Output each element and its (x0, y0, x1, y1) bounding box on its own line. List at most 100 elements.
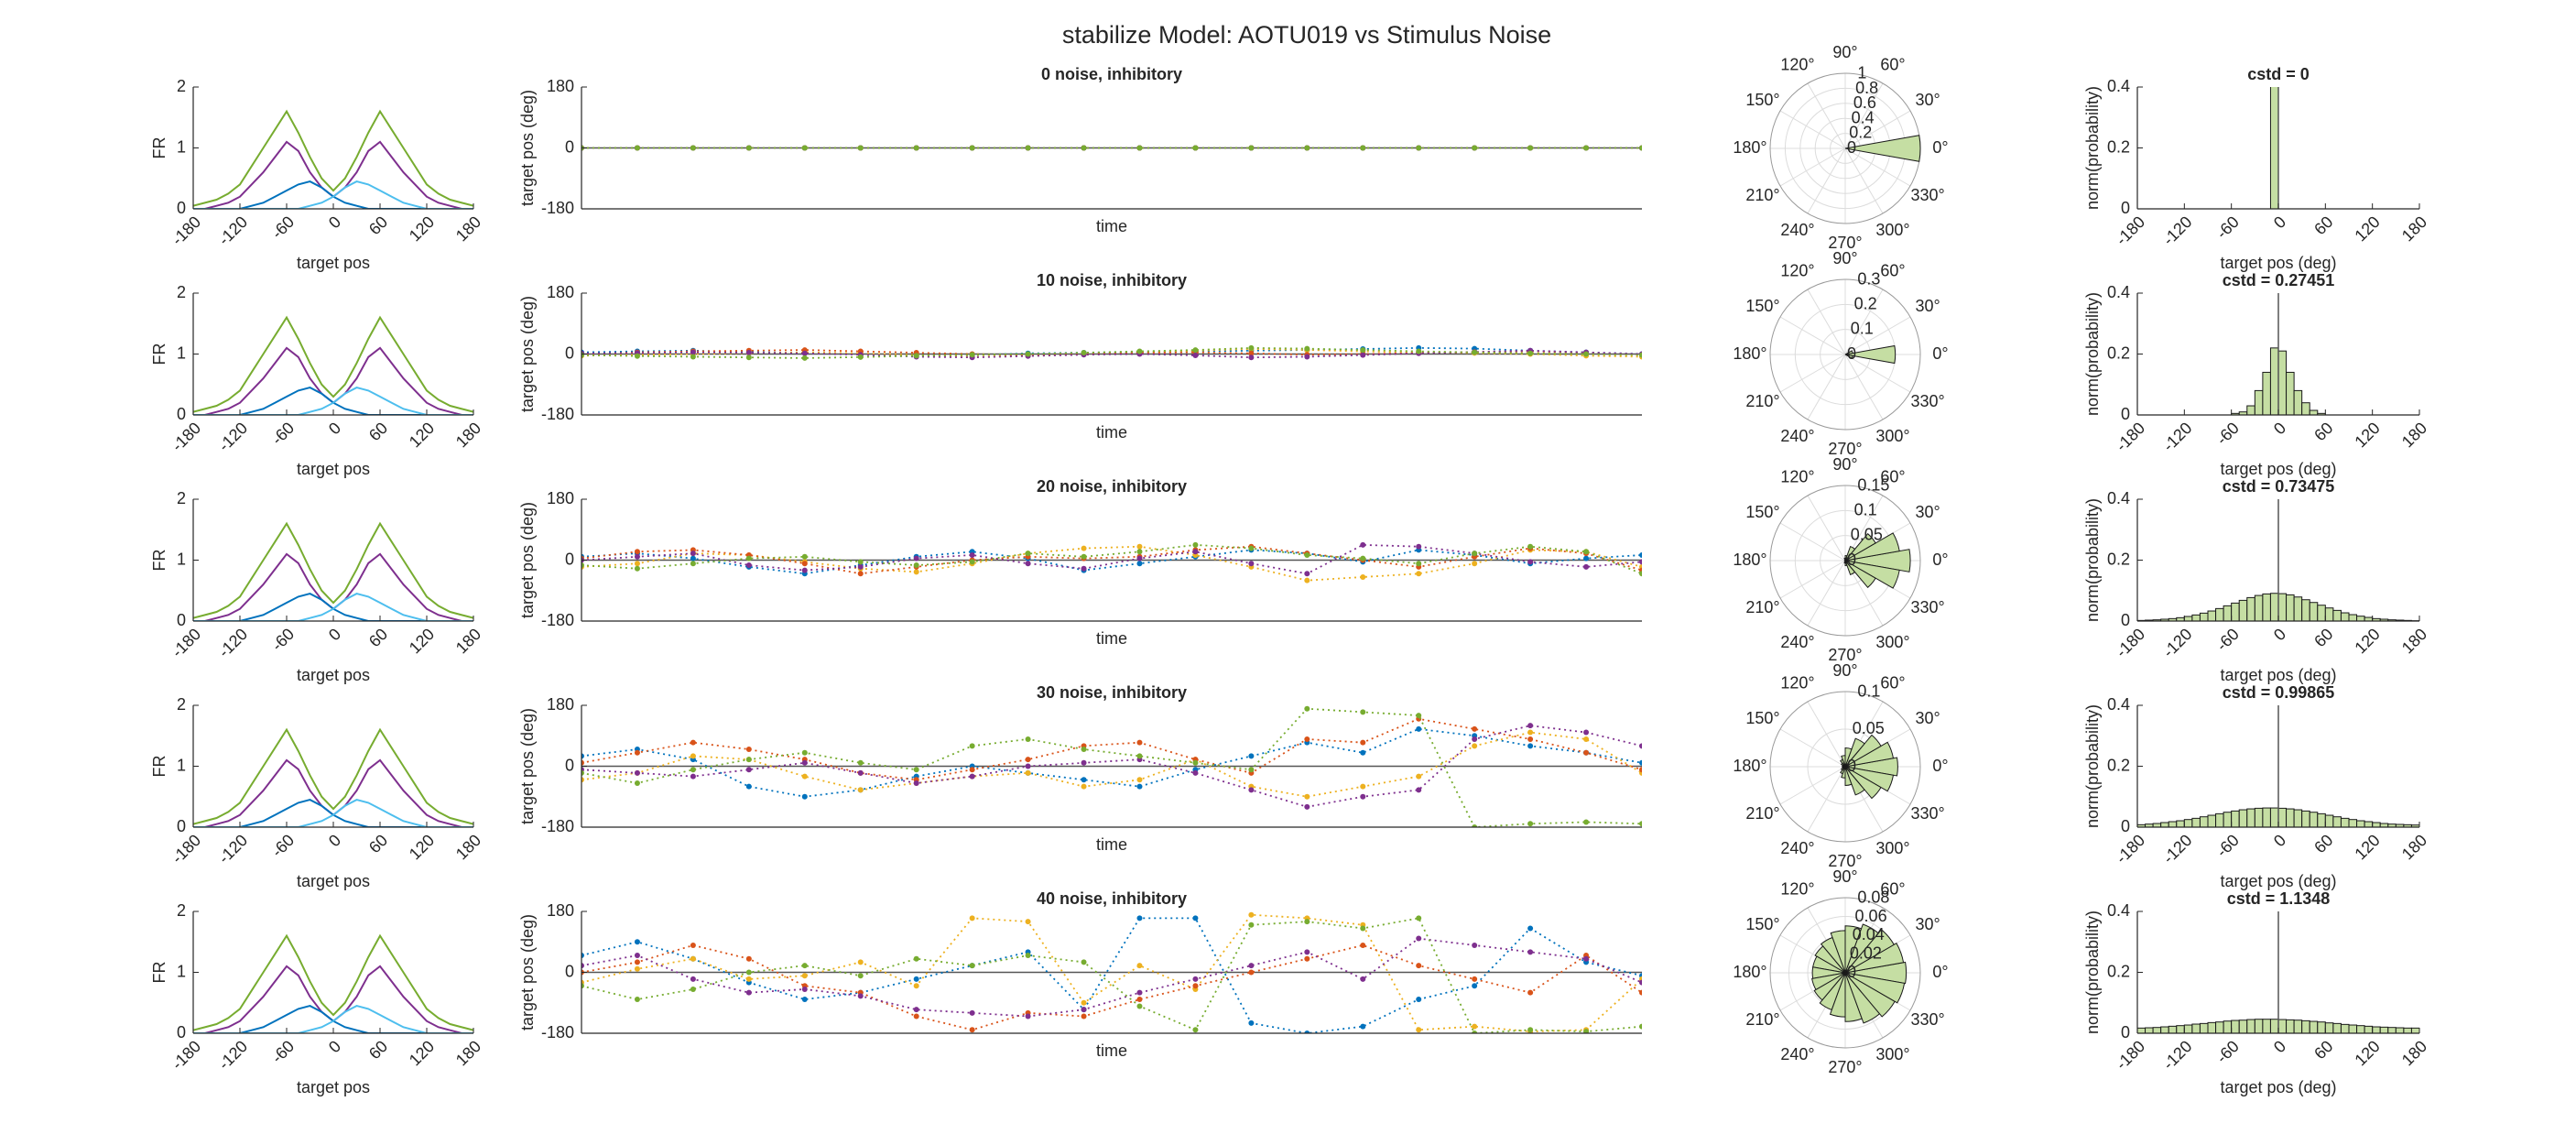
series-line (582, 727, 1642, 798)
point (1639, 352, 1642, 358)
point (1639, 559, 1642, 565)
point (1081, 1013, 1087, 1020)
bar (2152, 1027, 2162, 1033)
axes-title: 20 noise, inhibitory (1037, 477, 1187, 496)
point (1416, 963, 1422, 969)
bar (2340, 817, 2350, 827)
theta-grid (1807, 289, 1846, 355)
point (1304, 145, 1310, 151)
x-axis-label: time (1096, 1041, 1127, 1060)
point (1192, 541, 1199, 548)
point (969, 352, 975, 358)
plot-area (582, 705, 1642, 827)
point (1136, 777, 1143, 783)
series-line (582, 549, 1642, 575)
y-tick-label: 0 (2121, 199, 2130, 217)
bar (2286, 808, 2295, 827)
theta-tick-label: 180° (1733, 757, 1766, 775)
bar (2269, 1019, 2279, 1033)
bar (2317, 1021, 2326, 1033)
bar (2215, 1021, 2224, 1033)
bar (2183, 819, 2193, 827)
y-tick-label: -180 (541, 611, 574, 629)
point (1639, 743, 1642, 749)
r-tick-label: 0 (1847, 138, 1856, 157)
point (1304, 793, 1310, 800)
theta-tick-label: 30° (1915, 709, 1940, 727)
point (1639, 145, 1642, 151)
bar (2387, 1027, 2397, 1033)
point (690, 955, 696, 962)
point (690, 753, 696, 759)
bar (2364, 1025, 2374, 1033)
point (1081, 747, 1087, 753)
theta-grid (1807, 495, 1846, 562)
wedge (1844, 925, 1863, 974)
bar (2324, 607, 2334, 621)
axes-title: 30 noise, inhibitory (1037, 683, 1187, 702)
series-line (582, 543, 1642, 575)
theta-tick-label: 150° (1745, 91, 1779, 109)
series-line (582, 349, 1642, 356)
bar (2410, 1027, 2419, 1033)
bar (2269, 347, 2279, 415)
bar (2340, 1023, 2350, 1033)
point (857, 959, 864, 965)
bar (2277, 350, 2288, 415)
theta-tick-label: 30° (1915, 297, 1940, 315)
point (857, 769, 864, 776)
point (1472, 983, 1478, 989)
wedge (1844, 344, 1897, 365)
r-grid (1769, 485, 1921, 637)
bar (2286, 594, 2295, 621)
x-axis-label: target pos (297, 1078, 370, 1096)
r-tick-label: 0 (1847, 757, 1856, 775)
point (1360, 555, 1366, 562)
point (1025, 953, 1031, 959)
x-axis-label: target pos (297, 666, 370, 684)
y-axis-label: FR (150, 344, 168, 365)
y-tick-label: 0.4 (2107, 489, 2130, 507)
r-tick-label: 0.04 (1853, 925, 1885, 943)
bar (2223, 812, 2233, 827)
point (969, 1027, 975, 1033)
point (913, 1013, 919, 1020)
point (913, 1007, 919, 1013)
point (913, 555, 919, 562)
point (969, 915, 975, 921)
plot-area (193, 521, 473, 621)
point (801, 963, 808, 969)
series-line (582, 346, 1642, 359)
point (1192, 352, 1199, 358)
point (1360, 739, 1366, 746)
bar (2215, 812, 2224, 827)
point (745, 955, 752, 962)
point (634, 145, 640, 151)
y-axis-label: target pos (deg) (518, 502, 537, 618)
series-line (193, 799, 473, 827)
theta-tick-label: 150° (1745, 503, 1779, 521)
point (969, 145, 975, 151)
bar (2254, 807, 2264, 827)
x-axis-label: target pos (297, 872, 370, 890)
wedge (1844, 532, 1900, 562)
x-axis-label: time (1096, 217, 1127, 235)
point (634, 780, 640, 786)
theta-tick-label: 180° (1733, 963, 1766, 981)
bar (2403, 1027, 2412, 1033)
point (1360, 976, 1366, 982)
bar (2215, 607, 2224, 621)
point (745, 350, 752, 356)
point (1583, 549, 1590, 555)
point (1081, 565, 1087, 572)
y-tick-label: 1 (177, 756, 186, 774)
point (1583, 555, 1590, 562)
theta-grid (1844, 147, 1884, 214)
theta-tick-label: 150° (1745, 915, 1779, 933)
theta-grid (1844, 82, 1884, 149)
point (1025, 551, 1031, 557)
y-tick-label: 0 (2121, 817, 2130, 835)
wedge (1843, 559, 1846, 562)
bar (2269, 593, 2279, 621)
theta-tick-label: 90° (1832, 867, 1857, 886)
